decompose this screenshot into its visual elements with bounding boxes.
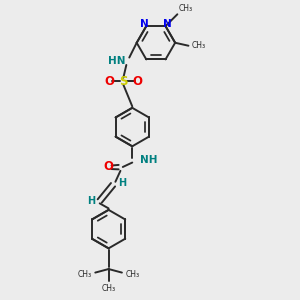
Text: N: N: [140, 19, 149, 29]
Text: HN: HN: [108, 56, 126, 65]
Text: NH: NH: [140, 155, 157, 165]
Text: O: O: [133, 75, 142, 88]
Text: O: O: [104, 75, 114, 88]
Text: CH₃: CH₃: [126, 270, 140, 279]
Text: H: H: [118, 178, 127, 188]
Text: CH₃: CH₃: [178, 4, 193, 13]
Text: CH₃: CH₃: [77, 270, 92, 279]
Text: O: O: [103, 160, 113, 172]
Text: CH₃: CH₃: [192, 41, 206, 50]
Text: H: H: [87, 196, 95, 206]
Text: N: N: [163, 19, 171, 29]
Text: CH₃: CH₃: [101, 284, 116, 293]
Text: S: S: [119, 75, 128, 88]
